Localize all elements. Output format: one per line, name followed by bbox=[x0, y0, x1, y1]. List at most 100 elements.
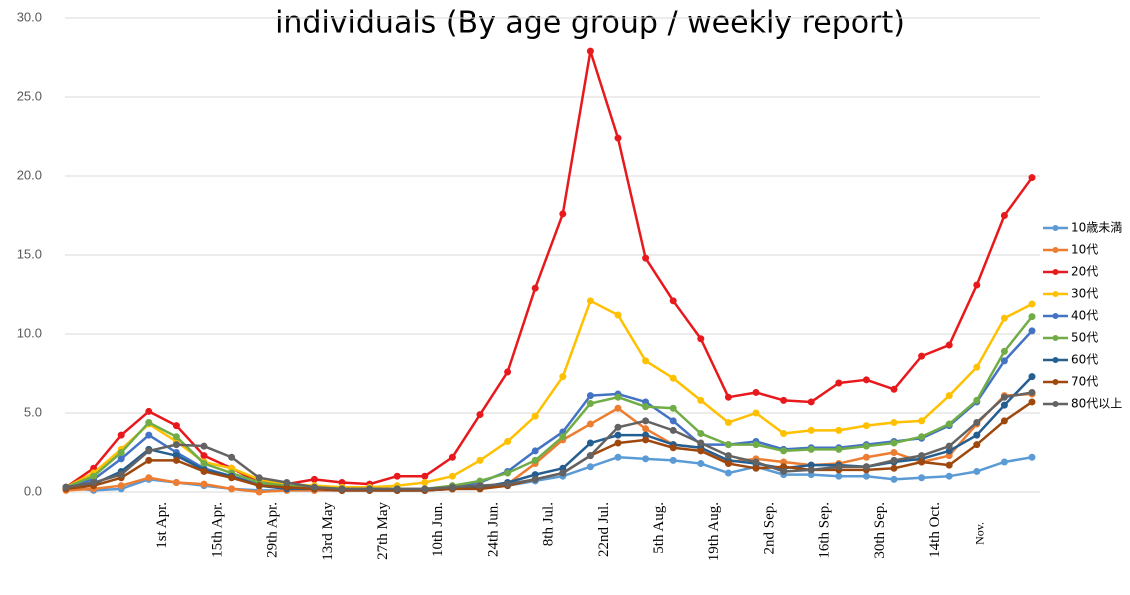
data-point bbox=[752, 409, 760, 417]
data-point bbox=[421, 479, 429, 487]
data-point bbox=[669, 297, 677, 305]
data-point bbox=[973, 363, 981, 371]
x-tick-label: 13rd May bbox=[320, 502, 336, 561]
legend-label: 10代 bbox=[1071, 243, 1098, 257]
data-point bbox=[1000, 347, 1008, 355]
data-point bbox=[724, 469, 732, 477]
series-line bbox=[65, 49, 1034, 489]
data-point bbox=[945, 420, 953, 428]
data-point bbox=[724, 452, 732, 460]
data-point bbox=[918, 458, 926, 466]
data-point bbox=[752, 388, 760, 396]
y-tick-label: 30.0 bbox=[17, 9, 42, 24]
data-point bbox=[1000, 458, 1008, 466]
data-point bbox=[200, 460, 208, 468]
data-point bbox=[117, 482, 125, 490]
data-point bbox=[697, 460, 705, 468]
legend-label: 30代 bbox=[1071, 287, 1098, 301]
series-line bbox=[65, 299, 1033, 489]
data-point bbox=[172, 456, 180, 464]
data-point bbox=[890, 449, 898, 456]
data-point bbox=[255, 482, 263, 490]
legend-marker bbox=[1052, 247, 1059, 253]
data-point bbox=[1000, 393, 1008, 401]
data-point bbox=[476, 456, 484, 464]
data-point bbox=[228, 453, 236, 461]
data-point bbox=[697, 439, 705, 447]
data-point bbox=[862, 453, 870, 461]
data-point bbox=[807, 466, 815, 474]
data-point bbox=[117, 431, 125, 439]
y-tick-label: 20.0 bbox=[17, 167, 42, 182]
data-point bbox=[642, 425, 650, 433]
data-point bbox=[614, 453, 622, 461]
data-point bbox=[1028, 313, 1036, 321]
data-point bbox=[807, 426, 815, 434]
data-point bbox=[697, 430, 705, 438]
legend-marker bbox=[1052, 335, 1059, 341]
data-point bbox=[586, 297, 594, 305]
data-point bbox=[973, 431, 981, 439]
x-tick-label: 22nd Jul. bbox=[596, 502, 612, 557]
x-tick-label: 19th Aug. bbox=[706, 502, 722, 561]
legend-marker bbox=[1052, 291, 1059, 297]
data-point bbox=[448, 453, 456, 461]
data-point bbox=[669, 404, 677, 412]
data-point bbox=[752, 458, 760, 466]
data-point bbox=[117, 455, 125, 463]
data-point bbox=[200, 452, 208, 460]
x-tick-label: 2nd Sep. bbox=[761, 502, 777, 555]
legend-marker bbox=[1052, 313, 1059, 319]
legend-label: 50代 bbox=[1071, 331, 1098, 345]
data-point bbox=[559, 469, 567, 477]
x-tick-label: 10th Jun. bbox=[430, 502, 446, 557]
data-point bbox=[642, 455, 650, 463]
x-tick-label: 24th Jun. bbox=[485, 502, 501, 557]
data-point bbox=[918, 352, 926, 360]
x-tick-label: 5th Aug. bbox=[651, 502, 667, 554]
data-point bbox=[642, 403, 650, 411]
data-point bbox=[945, 341, 953, 349]
y-tick-label: 25.0 bbox=[17, 88, 42, 103]
data-point bbox=[586, 420, 594, 428]
chart-title: individuals (By age group / weekly repor… bbox=[275, 6, 905, 41]
data-point bbox=[448, 483, 456, 491]
data-point bbox=[697, 396, 705, 404]
data-point bbox=[669, 444, 677, 452]
data-point bbox=[697, 447, 705, 455]
data-point bbox=[890, 464, 898, 472]
data-point bbox=[586, 463, 594, 471]
y-tick-label: 15.0 bbox=[17, 246, 42, 261]
legend-marker bbox=[1052, 379, 1059, 385]
data-point bbox=[504, 469, 512, 477]
data-point bbox=[228, 474, 236, 482]
legend-marker bbox=[1052, 357, 1059, 363]
data-point bbox=[172, 441, 180, 449]
data-point bbox=[531, 284, 539, 292]
y-tick-label: 10.0 bbox=[17, 325, 42, 340]
data-point bbox=[255, 488, 263, 496]
data-point bbox=[862, 463, 870, 471]
data-point bbox=[421, 472, 429, 480]
data-point bbox=[862, 376, 870, 384]
data-point bbox=[1028, 327, 1036, 335]
data-point bbox=[338, 485, 346, 493]
legend-marker bbox=[1052, 269, 1059, 275]
data-point bbox=[835, 426, 843, 434]
data-point bbox=[780, 396, 788, 404]
data-point bbox=[1028, 453, 1036, 461]
data-point bbox=[200, 442, 208, 450]
data-point bbox=[697, 335, 705, 343]
data-point bbox=[752, 464, 760, 472]
data-point bbox=[1000, 212, 1008, 219]
data-point bbox=[145, 447, 153, 455]
data-point bbox=[1000, 357, 1008, 365]
data-point bbox=[945, 472, 953, 480]
data-point bbox=[890, 418, 898, 426]
data-point bbox=[890, 456, 898, 464]
data-point bbox=[1028, 174, 1036, 182]
data-point bbox=[945, 442, 953, 450]
data-point bbox=[90, 472, 98, 480]
data-point bbox=[586, 439, 594, 447]
